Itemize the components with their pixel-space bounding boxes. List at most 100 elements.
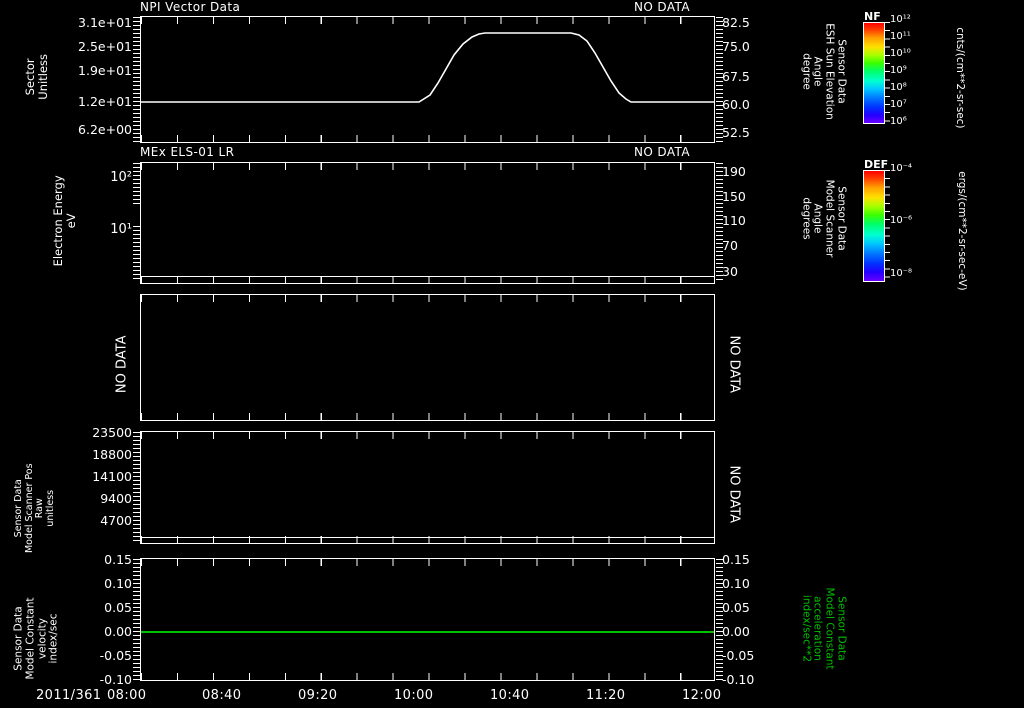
nf-colorbar-ticks [884, 22, 890, 122]
panel-5-xticks-bottom [141, 673, 714, 680]
panel-1-ytick-3: 1.2e+01 [78, 94, 132, 109]
panel-4-xticks-top [141, 432, 714, 439]
panel-1-right-axis-title: Sensor Data ESH Sun Elevation Angle degr… [800, 23, 848, 120]
nf-colorbar-label: NF [864, 10, 881, 23]
panel-4-left-axis-title: Sensor Data Model Scanner Pos Raw unitle… [12, 463, 56, 554]
panel-1-left-minor-ticks [133, 17, 140, 142]
panel-2-right-axis-title: Sensor Data Model Scanner Angle degrees [800, 179, 848, 258]
panel-5-ytick-2: 0.05 [104, 600, 132, 615]
panel-2-left-axis-title: Electron Energy eV [51, 175, 78, 267]
panel-2-right-ytick-3: 70 [722, 238, 738, 253]
def-tick-0: 10⁻⁴ [890, 163, 913, 174]
nf-tick-4: 10⁸ [890, 82, 907, 93]
nf-tick-0: 10¹² [890, 14, 911, 25]
panel-2-left-minor-ticks [133, 163, 140, 207]
xtick-1: 08:40 [202, 688, 242, 703]
def-tick-1: 10⁻⁶ [890, 215, 913, 226]
panel-5-ytick-5: -0.10 [99, 672, 132, 687]
panel-5-right-ticklabels: 0.15 0.10 0.05 0.00 -0.05 -0.10 [722, 551, 786, 687]
panel-5-ytick-0: 0.15 [104, 552, 132, 567]
panel-5-ytick-1: 0.10 [104, 576, 132, 591]
panel-2-right-ytick-1: 150 [722, 189, 746, 204]
xtick-0: 08:00 [107, 688, 147, 703]
xaxis-tick-labels: 08:00 08:40 09:20 10:00 10:40 11:20 12:0… [107, 688, 721, 707]
nf-tick-6: 10⁶ [890, 116, 907, 127]
nf-tick-1: 10¹¹ [890, 31, 911, 42]
panel-2-baseline [141, 276, 714, 277]
panel-2-ytick-1: 10¹ [110, 222, 132, 237]
panel-5-data-line [141, 631, 714, 633]
def-tick-2: 10⁻⁸ [890, 268, 913, 279]
panel-1-plot-frame [140, 16, 715, 143]
panel-5-right-ytick-3: 0.00 [722, 624, 750, 639]
xtick-6: 12:00 [682, 688, 722, 703]
nf-colorbar-ticklabels: 10¹² 10¹¹ 10¹⁰ 10⁹ 10⁸ 10⁷ 10⁶ [890, 14, 930, 129]
nf-tick-5: 10⁷ [890, 99, 907, 110]
panel-3-right-axis-title: NO DATA [726, 335, 742, 394]
panel-4-ytick-4: 4700 [100, 513, 132, 528]
panel-1-right-ytick-2: 67.5 [722, 69, 750, 84]
panel-1-left-ticklabels: 3.1e+01 2.5e+01 1.9e+01 1.2e+01 6.2e+00 [60, 14, 132, 144]
xaxis-date-label: 2011/361 [36, 688, 102, 703]
nf-colorbar [863, 22, 885, 124]
panel-4-left-minor-ticks [133, 432, 140, 543]
panel-5-right-ytick-2: 0.05 [722, 600, 750, 615]
panel-2-left-minor-ticks-b [133, 226, 140, 282]
panel-5-right-minor-ticks [716, 559, 723, 680]
panel-4-ytick-2: 14100 [92, 469, 132, 484]
panel-2-xticks-top [141, 163, 714, 170]
def-colorbar-ticklabels: 10⁻⁴ 10⁻⁶ 10⁻⁸ [890, 163, 930, 288]
def-colorbar-unit: ergs/(cm**2-sr-sec-eV) [955, 171, 968, 291]
def-colorbar-label: DEF [864, 158, 889, 171]
panel-2-header-left: MEx ELS-01 LR [140, 145, 235, 159]
panel-5-right-axis-title: Sensor Data Model Constant acceleration … [800, 587, 848, 670]
panel-2-header-right: NO DATA [634, 145, 690, 159]
panel-5-xticks-top [141, 559, 714, 566]
panel-5-left-axis-title: Sensor Data Model Constant velocity inde… [12, 597, 60, 680]
panel-1-xticks-top [141, 17, 714, 24]
panel-1-right-minor-ticks [716, 17, 723, 142]
nf-tick-3: 10⁹ [890, 65, 907, 76]
panel-4-left-ticklabels: 23500 18800 14100 9400 4700 [70, 424, 132, 544]
panel-3-xticks-top [141, 295, 714, 302]
panel-2-ytick-0: 10² [110, 170, 132, 185]
panel-2-right-ytick-0: 190 [722, 164, 746, 179]
panel-1-right-ytick-3: 60.0 [722, 97, 750, 112]
panel-5-right-ytick-0: 0.15 [722, 552, 750, 567]
def-colorbar-ticks [884, 170, 890, 280]
panel-4-ytick-0: 23500 [92, 425, 132, 440]
panel-1-right-ticklabels: 82.5 75.0 67.5 60.0 52.5 [722, 14, 782, 144]
panel-2-left-ticklabels: 10² 10¹ [70, 160, 132, 286]
panel-1-xticks-bottom [141, 135, 714, 142]
panel-1-header-right: NO DATA [634, 0, 690, 14]
panel-2-right-ytick-2: 110 [722, 213, 746, 228]
panel-5-left-minor-ticks [133, 559, 140, 680]
panel-1-data-curve [141, 32, 714, 103]
panel-2-right-ticklabels: 190 150 110 70 30 [722, 158, 782, 288]
panel-1-right-ytick-4: 52.5 [722, 125, 750, 140]
panel-5-plot-frame [140, 558, 715, 681]
panel-5-left-ticklabels: 0.15 0.10 0.05 0.00 -0.05 -0.10 [62, 551, 132, 687]
panel-2-right-minor-ticks [716, 163, 723, 283]
panel-4-right-axis-title: NO DATA [726, 465, 742, 524]
panel-1-ytick-4: 6.2e+00 [78, 122, 132, 137]
panel-2-right-ytick-4: 30 [722, 264, 738, 279]
panel-5-right-ytick-5: -0.10 [722, 672, 755, 687]
panel-4-baseline [141, 537, 714, 538]
xtick-2: 09:20 [298, 688, 338, 703]
nf-tick-2: 10¹⁰ [890, 48, 911, 59]
panel-3-plot-frame [140, 294, 715, 421]
panel-5-right-ytick-4: -0.05 [722, 648, 755, 663]
panel-1-ytick-2: 1.9e+01 [78, 63, 132, 78]
panel-1-left-axis-title: Sector Unitless [23, 54, 50, 100]
xtick-3: 10:00 [394, 688, 434, 703]
panel-3-xticks-bottom [141, 413, 714, 420]
panel-1-header-left: NPI Vector Data [140, 0, 241, 14]
panel-4-ytick-1: 18800 [92, 447, 132, 462]
xtick-5: 11:20 [586, 688, 626, 703]
panel-1-right-ytick-1: 75.0 [722, 39, 750, 54]
panel-1-ytick-0: 3.1e+01 [78, 15, 132, 30]
panel-5-right-ytick-1: 0.10 [722, 576, 750, 591]
panel-5-ytick-3: 0.00 [104, 624, 132, 639]
